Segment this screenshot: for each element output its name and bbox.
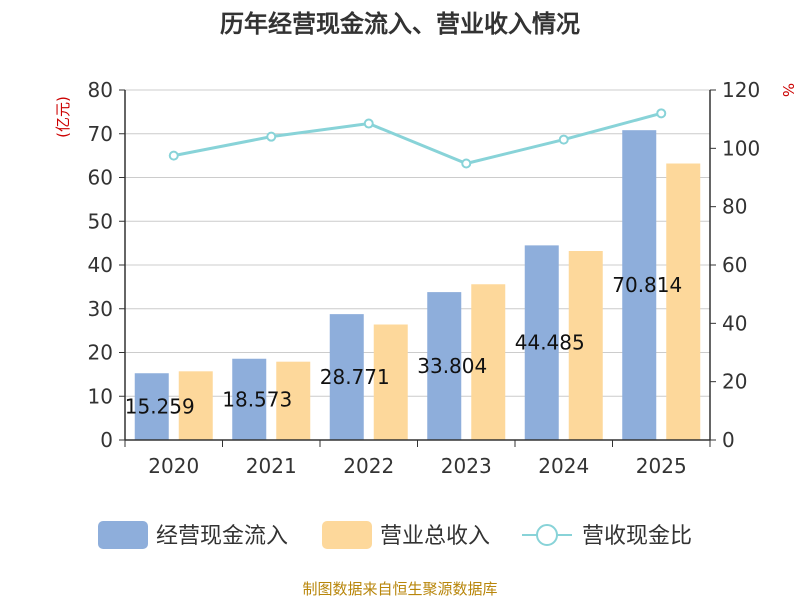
legend-label: 营业总收入	[380, 524, 490, 549]
bar-data-label: 28.771	[320, 365, 390, 389]
right-tick-label: 120	[722, 78, 760, 102]
bar	[666, 163, 701, 440]
bar	[134, 373, 169, 440]
bar-data-label: 18.573	[222, 387, 292, 411]
left-tick-label: 50	[88, 209, 113, 233]
chart-title: 历年经营现金流入、营业收入情况	[220, 10, 580, 38]
x-tick-label: 2022	[343, 454, 394, 478]
right-tick-label: 100	[722, 136, 760, 160]
line-point	[168, 150, 179, 161]
x-tick-label: 2025	[636, 454, 687, 478]
legend-label: 经营现金流入	[156, 524, 288, 549]
left-tick-label: 0	[100, 428, 113, 452]
right-tick-label: 80	[722, 195, 747, 219]
left-tick-label: 10	[88, 384, 113, 408]
right-tick-label: 60	[722, 253, 747, 277]
bar-data-label: 15.259	[125, 395, 195, 419]
axes: 0 10 20 30 40 50 60 70 80 0 20 40 60 80 100 120 2020 2021…	[88, 78, 761, 478]
bar	[373, 324, 408, 440]
left-axis-unit: (亿元)	[54, 96, 72, 138]
ratio-line-path	[173, 111, 662, 166]
ratio-line	[168, 108, 667, 169]
legend-label: 营收现金比	[582, 524, 692, 549]
bar	[178, 371, 213, 440]
bar	[427, 292, 462, 440]
line-point	[363, 118, 374, 129]
x-tick-label: 2023	[441, 454, 492, 478]
x-tick-label: 2024	[538, 454, 589, 478]
bar-data-label: 70.814	[612, 273, 682, 297]
right-tick-label: 40	[722, 311, 747, 335]
left-tick-label: 60	[88, 166, 113, 190]
line-point	[266, 131, 277, 142]
bars	[134, 130, 701, 440]
bar-data-label: 44.485	[515, 331, 585, 355]
bar	[276, 361, 311, 440]
legend-marker	[536, 524, 558, 546]
bar-data-label: 33.804	[417, 354, 487, 378]
legend-swatch	[322, 521, 372, 549]
bar	[568, 251, 603, 440]
line-point	[656, 108, 667, 119]
right-axis-unit: %	[779, 83, 797, 97]
left-tick-label: 30	[88, 297, 113, 321]
line-point	[558, 134, 569, 145]
bar	[524, 245, 559, 440]
bar	[622, 130, 657, 440]
x-tick-label: 2021	[246, 454, 297, 478]
left-tick-label: 20	[88, 341, 113, 365]
left-tick-label: 70	[88, 122, 113, 146]
x-tick-label: 2020	[148, 454, 199, 478]
bar	[471, 284, 506, 440]
legend-swatch	[98, 521, 148, 549]
left-tick-label: 80	[88, 78, 113, 102]
legend: 经营现金流入 营业总收入 营收现金比	[98, 521, 692, 549]
data-labels: 15.259 18.573 28.771 33.804 44.485 70.814	[125, 273, 682, 419]
right-tick-label: 20	[722, 370, 747, 394]
bar	[329, 314, 364, 440]
bar	[232, 358, 267, 440]
source-note: 制图数据来自恒生聚源数据库	[302, 580, 497, 598]
gridlines	[125, 89, 710, 397]
line-point	[461, 158, 472, 169]
right-tick-label: 0	[722, 428, 735, 452]
left-tick-label: 40	[88, 253, 113, 277]
